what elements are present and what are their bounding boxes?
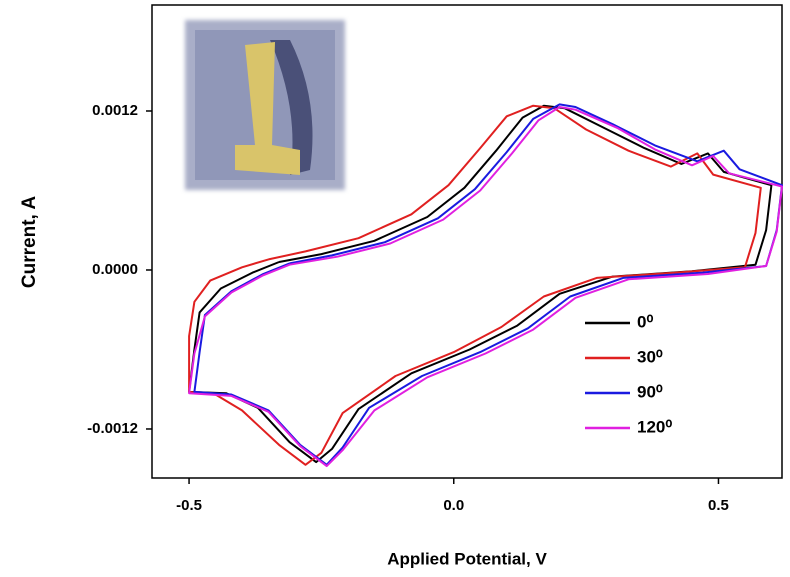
y-tick-label: 0.0000 bbox=[92, 261, 138, 278]
legend-label: 120⁰ bbox=[637, 417, 672, 436]
x-axis-title: Applied Potential, V bbox=[387, 549, 547, 568]
y-tick-label: -0.0012 bbox=[87, 420, 138, 437]
x-tick-label: 0.0 bbox=[443, 497, 464, 514]
inset-photo bbox=[185, 20, 345, 190]
plot-frame bbox=[151, 4, 783, 479]
legend-label: 90⁰ bbox=[637, 382, 663, 401]
series-line bbox=[188, 106, 783, 468]
y-axis-title: Current, A bbox=[19, 196, 40, 288]
series-line bbox=[193, 103, 783, 466]
legend-label: 30⁰ bbox=[637, 347, 663, 366]
y-tick-label: 0.0012 bbox=[92, 102, 138, 119]
legend-label: 0⁰ bbox=[637, 312, 653, 331]
x-tick-label: 0.5 bbox=[708, 497, 729, 514]
x-tick-label: -0.5 bbox=[176, 497, 202, 514]
